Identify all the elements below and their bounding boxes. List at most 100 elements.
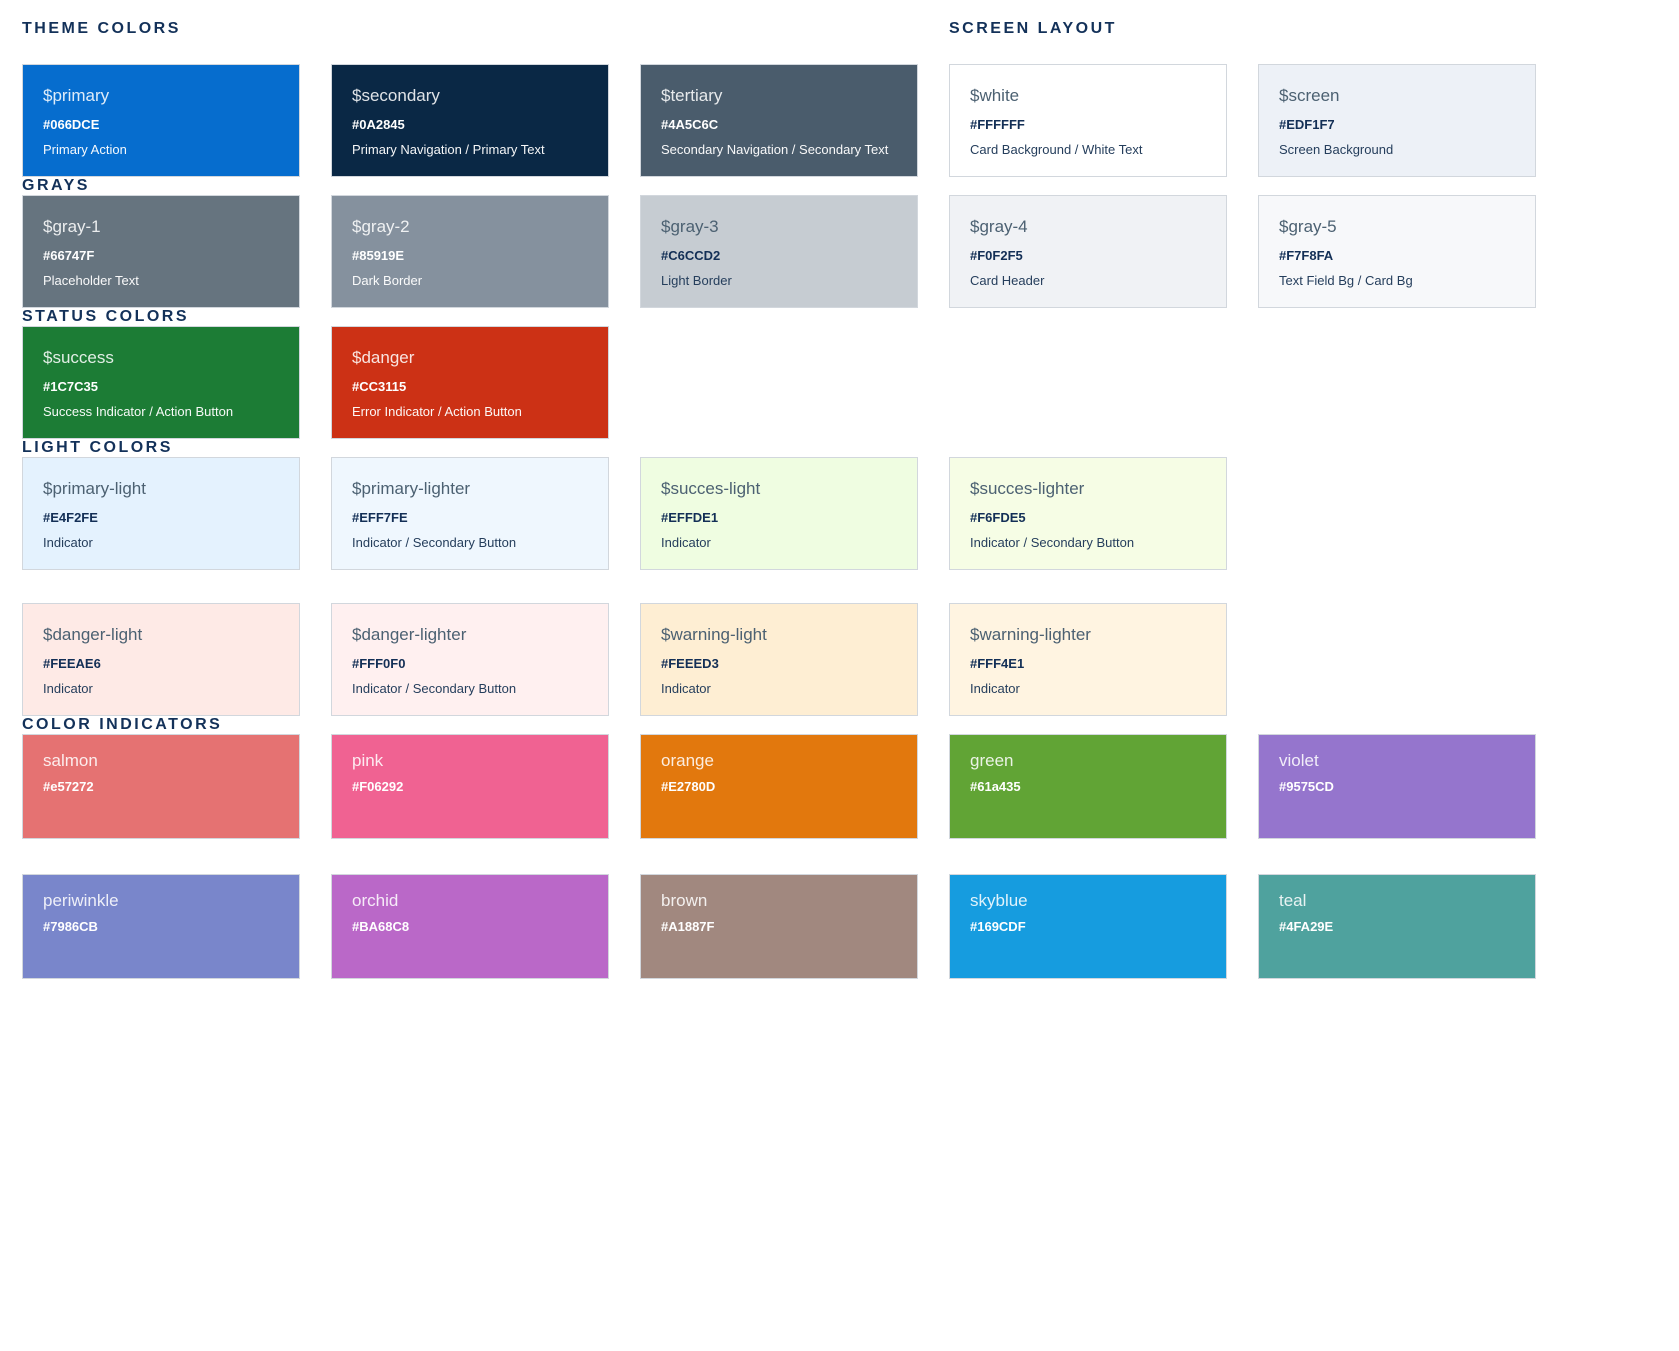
swatch-green: green #61a435 <box>949 734 1227 839</box>
swatch-usage: Text Field Bg / Card Bg <box>1279 273 1413 288</box>
swatch-name: orange <box>661 751 714 770</box>
swatch-gray-5: $gray-5 #F7F8FA Text Field Bg / Card Bg <box>1258 195 1536 308</box>
swatch-name: $primary-light <box>43 479 146 498</box>
swatch-name: $primary <box>43 86 110 105</box>
swatch-violet: violet #9575CD <box>1258 734 1536 839</box>
swatch-white: $white #FFFFFF Card Background / White T… <box>949 64 1227 177</box>
swatch-pink: pink #F06292 <box>331 734 609 839</box>
swatch-name: violet <box>1279 751 1319 770</box>
swatch-hex: #E4F2FE <box>43 510 98 525</box>
swatch-danger: $danger #CC3115 Error Indicator / Action… <box>331 326 609 439</box>
swatch-hex: #e57272 <box>43 779 94 794</box>
status-row: $success #1C7C35 Success Indicator / Act… <box>22 326 1657 439</box>
swatch-hex: #66747F <box>43 248 95 263</box>
swatch-hex: #F6FDE5 <box>970 510 1026 525</box>
swatch-usage: Success Indicator / Action Button <box>43 404 234 419</box>
swatch-skyblue: skyblue #169CDF <box>949 874 1227 979</box>
swatch-usage: Indicator <box>43 535 93 550</box>
swatch-usage: Light Border <box>661 273 732 288</box>
swatch-primary-light: $primary-light #E4F2FE Indicator <box>22 457 300 570</box>
swatch-name: $screen <box>1279 86 1340 105</box>
swatch-name: $secondary <box>352 86 440 105</box>
swatch-hex: #C6CCD2 <box>661 248 721 263</box>
swatch-hex: #FEEAE6 <box>43 656 101 671</box>
swatch-name: green <box>970 751 1014 770</box>
swatch-primary: $primary #066DCE Primary Action <box>22 64 300 177</box>
swatch-name: $gray-4 <box>970 217 1028 236</box>
swatch-name: $danger <box>352 348 415 367</box>
swatch-usage: Indicator <box>970 681 1020 696</box>
swatch-usage: Indicator <box>661 535 711 550</box>
swatch-name: $succes-lighter <box>970 479 1085 498</box>
swatch-screen: $screen #EDF1F7 Screen Background <box>1258 64 1536 177</box>
section-title-grays: GRAYS <box>22 177 90 194</box>
swatch-usage: Card Background / White Text <box>970 142 1143 157</box>
section-title-color-indicators: COLOR INDICATORS <box>22 716 223 733</box>
swatch-hex: #FFF0F0 <box>352 656 406 671</box>
swatch-usage: Indicator / Secondary Button <box>970 535 1135 550</box>
swatch-hex: #4A5C6C <box>661 117 719 132</box>
swatch-name: $white <box>970 86 1020 105</box>
swatch-name: $danger-lighter <box>352 625 467 644</box>
swatch-hex: #1C7C35 <box>43 379 98 394</box>
swatch-hex: #BA68C8 <box>352 919 410 934</box>
grays-row: $gray-1 #66747F Placeholder Text $gray-2… <box>22 195 1657 308</box>
swatch-name: $danger-light <box>43 625 143 644</box>
swatch-usage: Card Header <box>970 273 1045 288</box>
swatch-usage: Indicator <box>661 681 711 696</box>
swatch-name: $success <box>43 348 114 367</box>
swatch-succes-lighter: $succes-lighter #F6FDE5 Indicator / Seco… <box>949 457 1227 570</box>
swatch-teal: teal #4FA29E <box>1258 874 1536 979</box>
heading-row: THEME COLORS SCREEN LAYOUT <box>22 20 1657 38</box>
indicators-row-2: periwinkle #7986CB orchid #BA68C8 brown … <box>22 874 1657 979</box>
swatch-brown: brown #A1887F <box>640 874 918 979</box>
swatch-gray-3: $gray-3 #C6CCD2 Light Border <box>640 195 918 308</box>
swatch-usage: Error Indicator / Action Button <box>352 404 522 419</box>
swatch-hex: #169CDF <box>970 919 1026 934</box>
swatch-usage: Dark Border <box>352 273 423 288</box>
swatch-hex: #F7F8FA <box>1279 248 1334 263</box>
swatch-name: $gray-1 <box>43 217 101 236</box>
swatch-name: $warning-lighter <box>970 625 1091 644</box>
swatch-name: $tertiary <box>661 86 723 105</box>
light-colors-row-2: $danger-light #FEEAE6 Indicator $danger-… <box>22 603 1657 716</box>
indicators-row-1: salmon #e57272 pink #F06292 orange #E278… <box>22 734 1657 839</box>
swatch-name: $warning-light <box>661 625 767 644</box>
swatch-hex: #F06292 <box>352 779 404 794</box>
swatch-hex: #FFF4E1 <box>970 656 1025 671</box>
swatch-name: $gray-5 <box>1279 217 1337 236</box>
swatch-name: $gray-2 <box>352 217 410 236</box>
swatch-hex: #F0F2F5 <box>970 248 1023 263</box>
swatch-salmon: salmon #e57272 <box>22 734 300 839</box>
swatch-warning-light: $warning-light #FEEED3 Indicator <box>640 603 918 716</box>
swatch-periwinkle: periwinkle #7986CB <box>22 874 300 979</box>
swatch-name: salmon <box>43 751 98 770</box>
swatch-usage: Indicator / Secondary Button <box>352 681 517 696</box>
light-colors-row-1: $primary-light #E4F2FE Indicator $primar… <box>22 457 1657 570</box>
swatch-gray-1: $gray-1 #66747F Placeholder Text <box>22 195 300 308</box>
swatch-hex: #0A2845 <box>352 117 405 132</box>
swatch-usage: Indicator / Secondary Button <box>352 535 517 550</box>
swatch-succes-light: $succes-light #EFFDE1 Indicator <box>640 457 918 570</box>
swatch-usage: Placeholder Text <box>43 273 139 288</box>
swatch-orange: orange #E2780D <box>640 734 918 839</box>
swatch-hex: #EFFDE1 <box>661 510 719 525</box>
swatch-hex: #FFFFFF <box>970 117 1025 132</box>
swatch-name: brown <box>661 891 708 910</box>
swatch-usage: Secondary Navigation / Secondary Text <box>661 142 889 157</box>
swatch-hex: #EDF1F7 <box>1279 117 1335 132</box>
swatch-name: $primary-lighter <box>352 479 471 498</box>
swatch-gray-4: $gray-4 #F0F2F5 Card Header <box>949 195 1227 308</box>
swatch-usage: Primary Navigation / Primary Text <box>352 142 545 157</box>
swatch-hex: #066DCE <box>43 117 100 132</box>
swatch-usage: Screen Background <box>1279 142 1394 157</box>
swatch-hex: #61a435 <box>970 779 1021 794</box>
swatch-danger-lighter: $danger-lighter #FFF0F0 Indicator / Seco… <box>331 603 609 716</box>
swatch-name: periwinkle <box>43 891 119 910</box>
swatch-hex: #9575CD <box>1279 779 1334 794</box>
swatch-hex: #A1887F <box>661 919 715 934</box>
swatch-hex: #FEEED3 <box>661 656 719 671</box>
swatch-usage: Primary Action <box>43 142 127 157</box>
swatch-hex: #CC3115 <box>352 379 407 394</box>
swatch-usage: Indicator <box>43 681 93 696</box>
